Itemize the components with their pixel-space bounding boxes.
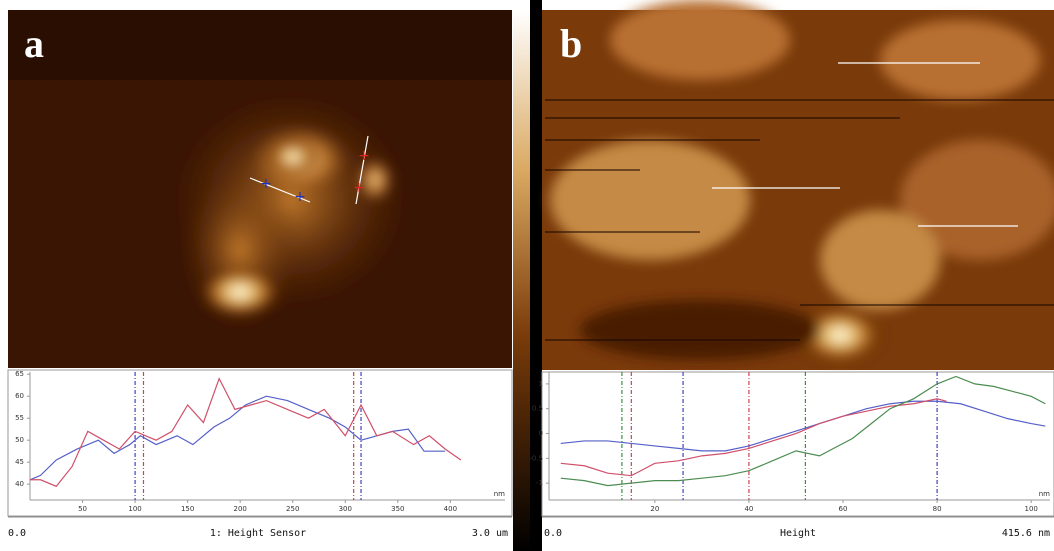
scale-start: 0.0 <box>544 528 562 539</box>
chart-frame-b <box>541 371 1054 517</box>
y-tick-label: 1 <box>539 380 543 388</box>
y-tick-label: 0.5 <box>532 405 543 413</box>
afm-image-b <box>542 0 1054 370</box>
x-axis-label: nm <box>1039 490 1050 498</box>
y-tick-label: 60 <box>15 392 24 400</box>
y-tick-label: 50 <box>15 436 24 444</box>
scale-label: Height <box>780 528 816 539</box>
colorbar <box>513 10 530 551</box>
x-tick-label: 400 <box>444 505 457 513</box>
x-tick-label: 60 <box>839 505 848 513</box>
scale-end: 3.0 um <box>472 528 508 539</box>
x-axis-label: nm <box>494 490 505 498</box>
x-tick-label: 100 <box>128 505 141 513</box>
y-tick-label: -1 <box>536 479 543 487</box>
svg-text:+: + <box>353 180 365 196</box>
y-tick-label: 55 <box>15 414 24 422</box>
profile-line <box>560 398 947 477</box>
x-tick-label: 80 <box>933 505 942 513</box>
profile-line <box>560 375 1046 487</box>
scale-start: 0.0 <box>8 528 26 539</box>
y-tick-label: 0 <box>539 430 543 438</box>
scale-end: 415.6 nm <box>1002 528 1050 539</box>
svg-text:+: + <box>294 189 306 205</box>
svg-text:+: + <box>358 148 370 164</box>
y-tick-label: 40 <box>15 480 24 488</box>
y-tick-label: -0.5 <box>529 454 543 462</box>
x-tick-label: 40 <box>744 505 753 513</box>
y-tick-label: 65 <box>15 370 24 378</box>
x-tick-label: 300 <box>339 505 352 513</box>
x-tick-label: 200 <box>233 505 246 513</box>
panel-label: a <box>24 21 44 66</box>
x-tick-label: 350 <box>391 505 404 513</box>
y-tick-label: 45 <box>15 458 24 466</box>
x-tick-label: 20 <box>650 505 659 513</box>
panel-label: b <box>560 21 582 66</box>
x-tick-label: 50 <box>78 505 87 513</box>
profile-line <box>30 377 462 488</box>
afm-image-a: + + + + <box>8 10 512 368</box>
x-tick-label: 250 <box>286 505 299 513</box>
x-tick-label: 150 <box>181 505 194 513</box>
scale-label: 1: Height Sensor <box>210 528 306 539</box>
x-tick-label: 100 <box>1024 505 1037 513</box>
svg-text:+: + <box>260 176 272 192</box>
divider <box>530 0 542 551</box>
profile-line <box>560 400 1046 452</box>
chart-frame-a <box>7 369 513 517</box>
